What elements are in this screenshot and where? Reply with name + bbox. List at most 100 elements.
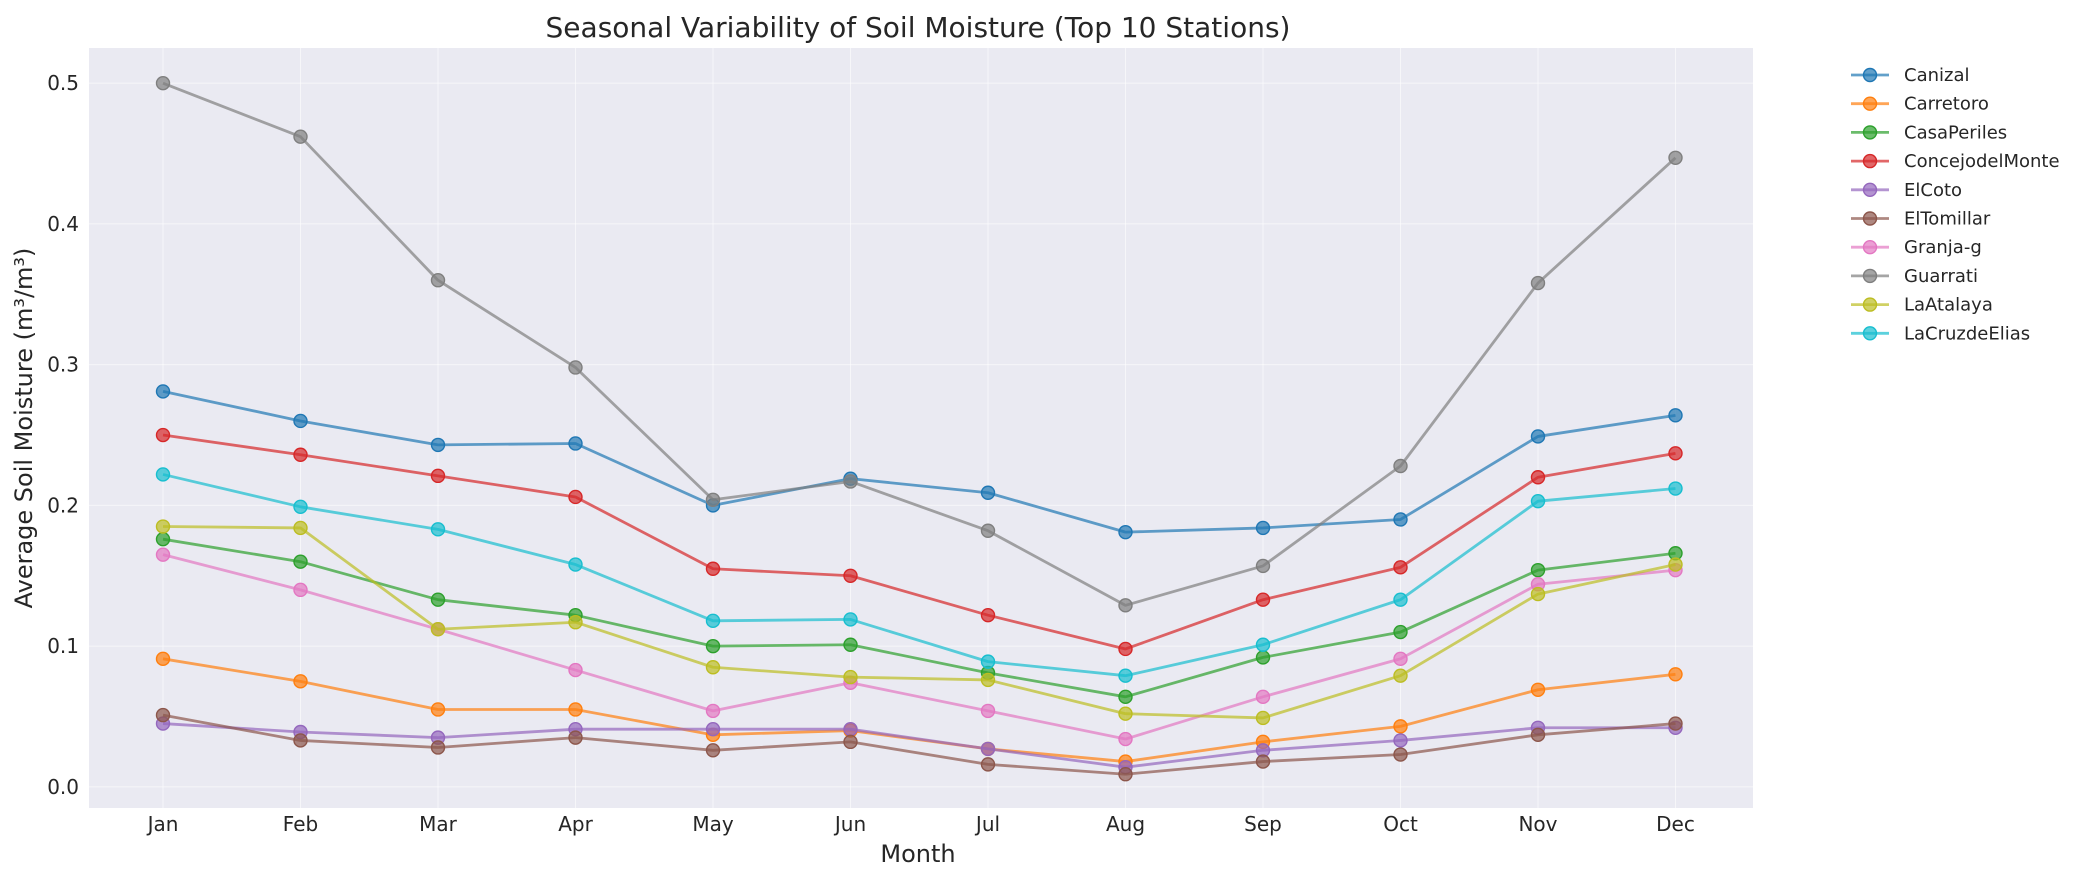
data-point-guarrati: [1393, 458, 1408, 474]
data-point-eltomillar: [1530, 727, 1546, 743]
x-tick-label: Oct: [1383, 812, 1418, 836]
x-tick-label: Dec: [1656, 812, 1695, 836]
y-tick-label: 0.0: [47, 775, 79, 799]
data-point-guarrati: [293, 129, 308, 144]
legend-item-canizal: Canizal: [1851, 65, 1970, 86]
legend-item-elcoto: ElCoto: [1851, 180, 1962, 201]
series-guarrati: [155, 75, 1683, 613]
data-point-laatalaya: [1530, 586, 1546, 602]
data-point-canizal: [1668, 408, 1683, 423]
data-point-carretoro: [430, 702, 446, 717]
data-point-casaperiles: [705, 638, 721, 654]
series-line-concejodelmonte: [162, 433, 1676, 651]
legend-marker: [1862, 125, 1878, 140]
data-point-casaperiles: [293, 554, 308, 569]
data-point-canizal: [1255, 520, 1271, 536]
data-point-guarrati: [1530, 275, 1546, 291]
data-point-lacruzdeelias: [1668, 481, 1683, 496]
y-tick-label: 0.4: [47, 212, 79, 236]
legend-marker: [1862, 297, 1878, 312]
series-line-eltomillar: [162, 713, 1676, 776]
data-point-laatalaya: [155, 519, 171, 534]
legend-label: ConcejodelMonte: [1904, 151, 2060, 172]
data-point-lacruzdeelias: [568, 557, 583, 572]
plot-area: [89, 48, 1753, 808]
data-point-lacruzdeelias: [430, 522, 446, 537]
series-line-lacruzdeelias: [162, 473, 1676, 678]
series-eltomillar: [155, 707, 1683, 782]
x-tick-label: May: [692, 812, 734, 836]
legend-item-eltomillar: ElTomillar: [1851, 209, 1991, 230]
x-axis-label: Month: [880, 840, 955, 868]
data-point-eltomillar: [1118, 767, 1133, 782]
data-point-granja-g: [980, 703, 996, 719]
data-point-concejodelmonte: [1255, 592, 1271, 607]
data-point-concejodelmonte: [430, 468, 446, 484]
data-point-eltomillar: [568, 730, 583, 745]
data-point-canizal: [980, 485, 996, 500]
x-tick-label: Jul: [974, 812, 1000, 836]
legend: Canizal Carretoro CasaPeriles ConcejodelMon…: [1851, 65, 2060, 344]
series-concejodelmonte: [155, 427, 1683, 657]
data-point-laatalaya: [843, 669, 858, 685]
series-line-canizal: [162, 390, 1676, 534]
legend-label: Carretoro: [1904, 94, 1989, 115]
data-point-eltomillar: [1255, 754, 1271, 769]
data-point-granja-g: [705, 703, 721, 719]
x-tick-label: Jan: [146, 812, 179, 836]
legend-marker: [1862, 182, 1878, 198]
data-point-canizal: [568, 436, 583, 451]
data-point-concejodelmonte: [1668, 446, 1683, 461]
data-point-concejodelmonte: [1530, 470, 1546, 485]
data-point-casaperiles: [1255, 650, 1271, 665]
data-point-casaperiles: [843, 637, 858, 652]
data-point-elcoto: [1393, 733, 1408, 748]
data-point-casaperiles: [155, 531, 171, 547]
data-point-eltomillar: [1668, 716, 1683, 731]
data-point-lacruzdeelias: [1530, 493, 1546, 509]
data-point-guarrati: [568, 360, 583, 375]
data-point-laatalaya: [705, 660, 721, 675]
data-point-carretoro: [1393, 719, 1408, 734]
data-point-carretoro: [293, 674, 308, 689]
y-tick-label: 0.3: [47, 353, 79, 377]
data-point-casaperiles: [1118, 689, 1133, 705]
series-layer: [155, 75, 1683, 782]
data-point-concejodelmonte: [568, 489, 583, 505]
legend-item-concejodelmonte: ConcejodelMonte: [1851, 151, 2060, 172]
legend-marker: [1862, 268, 1878, 284]
legend-item-guarrati: Guarrati: [1851, 266, 1978, 287]
data-point-lacruzdeelias: [705, 613, 721, 629]
series-line-casaperiles: [162, 537, 1676, 699]
legend-label: ElCoto: [1904, 180, 1962, 201]
legend-marker: [1862, 67, 1878, 83]
data-point-canizal: [1393, 512, 1408, 527]
legend-label: LaCruzdeElias: [1904, 323, 2030, 344]
data-point-eltomillar: [1393, 747, 1408, 762]
legend-item-granja-g: Granja-g: [1851, 237, 1982, 258]
legend-label: Guarrati: [1904, 266, 1978, 287]
data-point-guarrati: [430, 273, 446, 288]
data-point-canizal: [430, 437, 446, 453]
x-tick-label: Nov: [1518, 812, 1557, 836]
data-point-laatalaya: [1255, 710, 1271, 726]
data-point-granja-g: [1255, 689, 1271, 705]
series-line-elcoto: [162, 722, 1676, 769]
data-point-elcoto: [980, 741, 996, 757]
data-point-laatalaya: [430, 622, 446, 637]
data-point-laatalaya: [1118, 706, 1133, 721]
data-point-guarrati: [980, 523, 996, 538]
data-point-lacruzdeelias: [1255, 637, 1271, 652]
legend-marker: [1862, 211, 1878, 226]
data-point-guarrati: [1668, 150, 1683, 165]
data-point-laatalaya: [1393, 668, 1408, 683]
legend-item-casaperiles: CasaPeriles: [1851, 122, 2007, 143]
legend-label: CasaPeriles: [1904, 122, 2007, 143]
legend-label: Canizal: [1904, 65, 1970, 86]
data-point-guarrati: [705, 492, 721, 507]
series-lacruzdeelias: [155, 467, 1683, 683]
data-point-canizal: [155, 384, 171, 399]
legend-marker: [1862, 239, 1878, 255]
data-point-laatalaya: [980, 672, 996, 688]
x-tick-label: Aug: [1106, 812, 1145, 836]
